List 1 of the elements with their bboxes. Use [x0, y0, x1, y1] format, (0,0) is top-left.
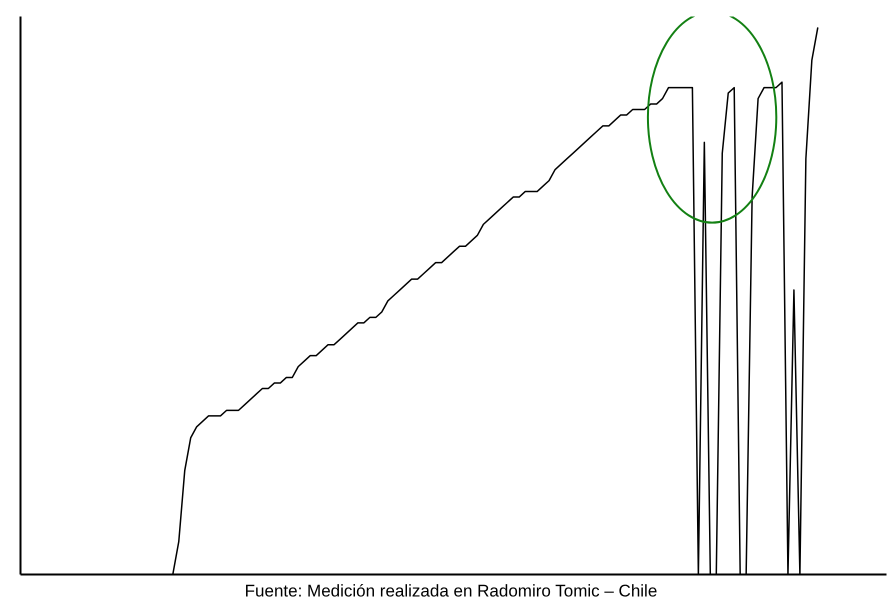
- source-note: Fuente: Medición realizada en Radomiro Tomic – Chile: [244, 582, 658, 600]
